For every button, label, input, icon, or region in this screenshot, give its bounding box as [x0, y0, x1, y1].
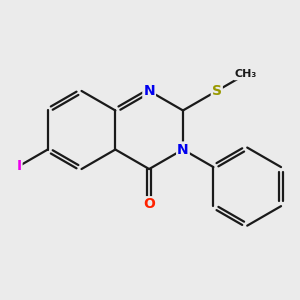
- Text: I: I: [16, 159, 22, 173]
- Text: S: S: [212, 84, 222, 98]
- Text: O: O: [143, 197, 155, 211]
- Text: CH₃: CH₃: [234, 69, 257, 79]
- Text: N: N: [143, 84, 155, 98]
- Text: N: N: [177, 142, 189, 157]
